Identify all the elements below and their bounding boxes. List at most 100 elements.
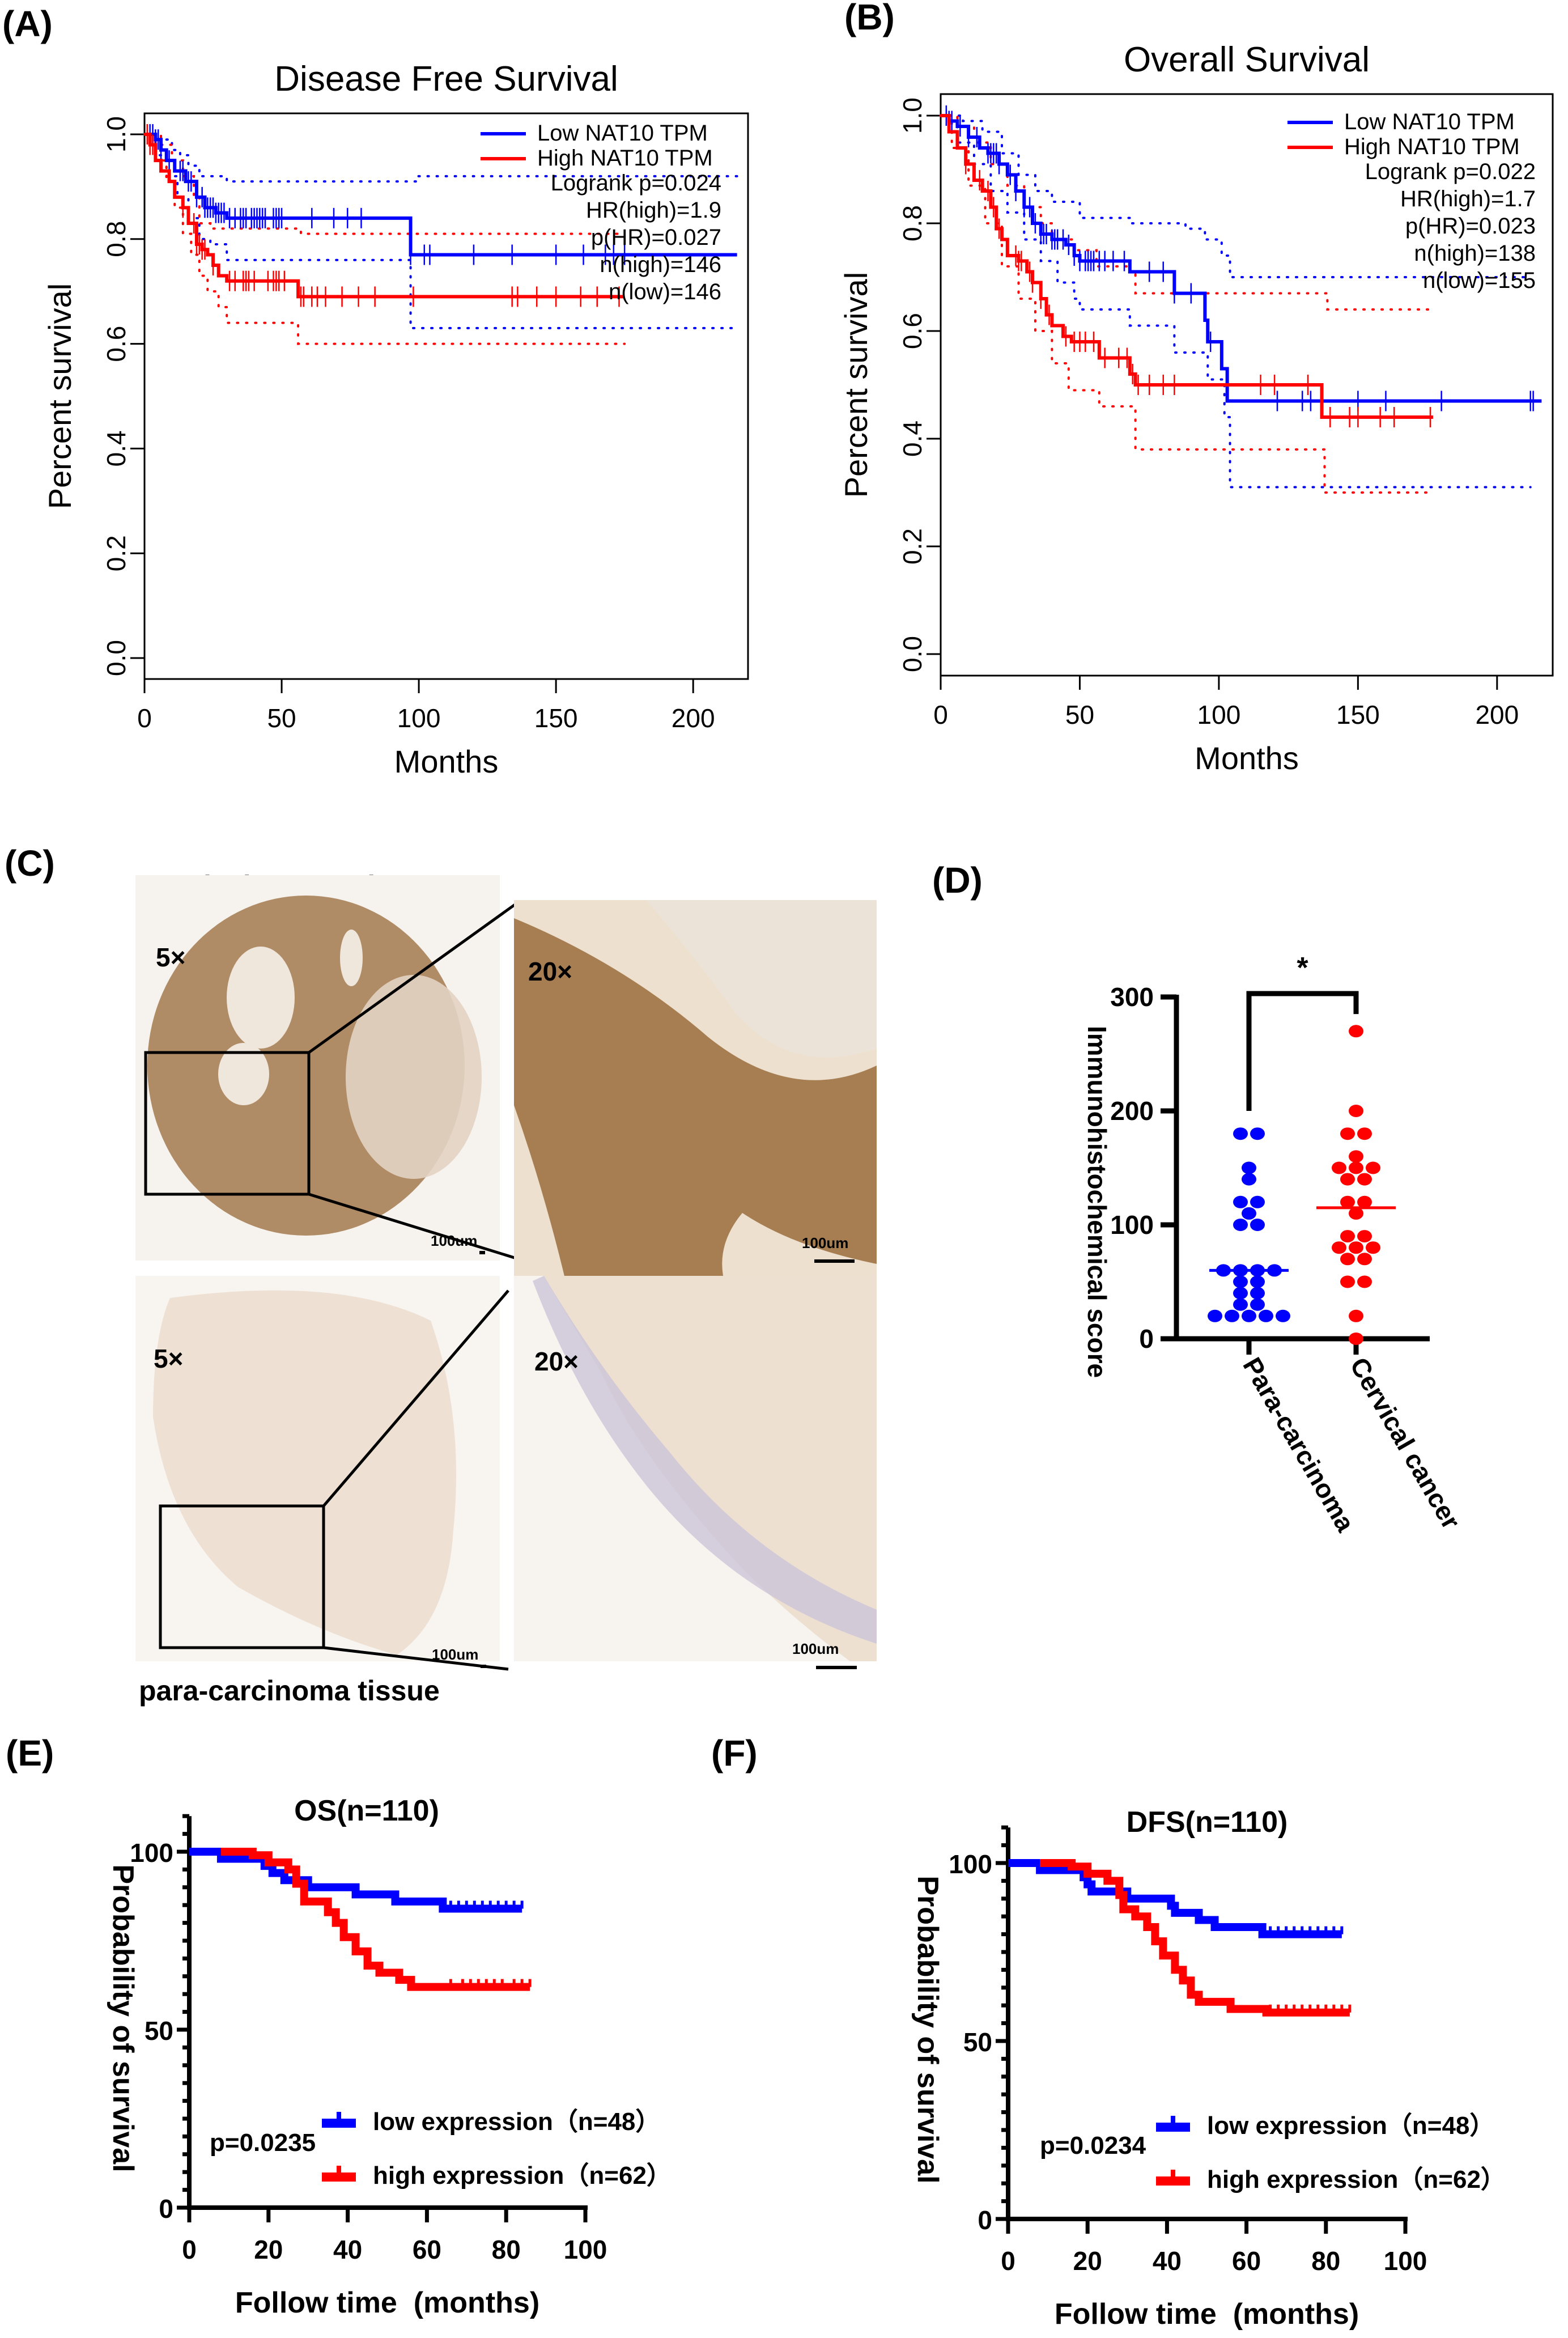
chart-title: Overall Survival (1124, 40, 1370, 79)
legend-censor-mark (337, 2166, 341, 2174)
x-tick-label: 60 (413, 2235, 441, 2264)
data-point (1366, 1161, 1380, 1174)
ihc-para-20x-tissue (544, 1276, 877, 1661)
x-tick-label: 50 (267, 703, 296, 733)
x-tick-label: 20 (1073, 2246, 1102, 2276)
confidence-band-line (143, 133, 738, 183)
legend-stat: p(HR)=0.027 (591, 225, 721, 250)
zoom-line (308, 1193, 526, 1263)
data-point (1349, 1105, 1363, 1117)
data-point (1250, 1219, 1265, 1231)
p-value-annotation: p=0.0235 (210, 2129, 316, 2157)
chart-title: Disease Free Survival (274, 60, 618, 99)
ihc-cancer-5x-tissue (147, 896, 482, 1236)
legend-stat: Logrank p=0.024 (551, 171, 721, 196)
y-tick-label: 50 (963, 2027, 992, 2057)
y-tick-label: 100 (130, 1838, 173, 1868)
data-point (1250, 1275, 1265, 1288)
data-point (1250, 1287, 1265, 1300)
x-tick-label: 80 (1311, 2246, 1340, 2276)
panel-label-e: (E) (6, 1733, 54, 1773)
x-tick-label: 80 (492, 2235, 521, 2264)
ihc-stroma-region (514, 900, 877, 1058)
data-point (1259, 1309, 1273, 1322)
legend-label: High NAT10 TPM (1344, 134, 1520, 159)
mag-label-20x: 20× (528, 957, 572, 986)
legend-swatch-high (322, 2172, 356, 2182)
data-point (1250, 1195, 1265, 1208)
scale-bar-label: 100um (432, 1646, 478, 1663)
x-tick-label: 50 (1065, 700, 1094, 729)
x-tick-label: Cervical cancer (1344, 1352, 1466, 1534)
data-point (1349, 1309, 1363, 1322)
panel-label-a: (A) (2, 3, 53, 44)
legend-censor-mark (1171, 2170, 1175, 2178)
x-tick-label: 0 (933, 700, 948, 729)
x-tick-label: 100 (1384, 2246, 1427, 2276)
y-tick-label: 0.2 (898, 528, 927, 565)
legend-label: high expression（n=62） (373, 2162, 672, 2190)
ihc-epithelium-region (533, 1276, 877, 1644)
data-point (1357, 1230, 1372, 1243)
confidence-band-line (143, 133, 738, 329)
y-tick-label: 0.8 (101, 221, 131, 257)
legend-censor-mark (1171, 2116, 1175, 2124)
x-tick-label: 200 (672, 703, 715, 733)
data-point (1233, 1195, 1248, 1208)
zoom-line (308, 899, 521, 1054)
legend-stat: Logrank p=0.022 (1365, 159, 1536, 184)
ihc-zoom-box-bottom (159, 1504, 325, 1649)
significance-bracket (1246, 991, 1359, 1111)
data-point (1242, 1207, 1256, 1220)
survival-curve-low (189, 1848, 522, 1913)
confidence-band-line (940, 114, 1434, 311)
data-point (1225, 1309, 1239, 1322)
ihc-tumor-region (514, 918, 877, 1285)
legend-censor-mark (337, 2112, 341, 2120)
panel-e-os-chart: 0 50 100 0 20 40 60 80 100 Follow time (months) Pr… (107, 1794, 672, 2319)
x-tick-label: 40 (333, 2235, 362, 2264)
legend-label: high expression（n=62） (1207, 2166, 1506, 2193)
y-tick-label: 0.4 (898, 421, 927, 457)
chart-title: DFS(n=110) (1127, 1806, 1288, 1839)
panel-label-f: (F) (711, 1733, 758, 1773)
legend-label: Low NAT10 TPM (537, 121, 708, 146)
data-point (1233, 1298, 1248, 1311)
data-point (1233, 1127, 1248, 1140)
y-tick-label: 0.6 (101, 326, 131, 362)
panel-label-c: (C) (5, 843, 55, 884)
data-point (1242, 1161, 1256, 1174)
data-point (1357, 1195, 1372, 1208)
data-point (1357, 1275, 1372, 1288)
y-axis-label: Probability of survival (911, 1876, 944, 2183)
legend-label: low expression（n=48） (1207, 2112, 1494, 2140)
y-tick-label: 0 (159, 2194, 173, 2224)
data-point (1250, 1127, 1265, 1140)
confidence-band-line (940, 114, 1434, 494)
scale-bar-label: 100um (802, 1234, 848, 1251)
data-point (1233, 1275, 1248, 1288)
y-tick-label: 1.0 (101, 116, 131, 152)
y-axis-label: Percent survival (42, 283, 78, 509)
survival-curve-high (941, 114, 1433, 419)
y-tick-label: 0.8 (898, 205, 927, 241)
mag-label-20x: 20× (534, 1347, 579, 1376)
data-point (1233, 1287, 1248, 1300)
x-tick-label: 100 (397, 703, 441, 733)
zoom-line (322, 1289, 509, 1507)
survival-curve-high (220, 1848, 530, 1991)
data-point (1349, 1161, 1363, 1174)
chart-title: OS(n=110) (294, 1794, 439, 1827)
data-point (1340, 1230, 1355, 1243)
legend-label: low expression（n=48） (373, 2108, 660, 2136)
panel-label-d: (D) (932, 860, 983, 901)
y-tick-label: 0.0 (101, 640, 131, 676)
data-point (1340, 1253, 1355, 1266)
legend-swatch-low (1156, 2123, 1190, 2132)
y-tick-label: 1.0 (898, 97, 927, 134)
data-point (1349, 1241, 1363, 1254)
data-point (1332, 1241, 1346, 1254)
y-tick-label: 0.6 (898, 313, 927, 349)
legend-stat: n(high)=146 (600, 252, 721, 277)
